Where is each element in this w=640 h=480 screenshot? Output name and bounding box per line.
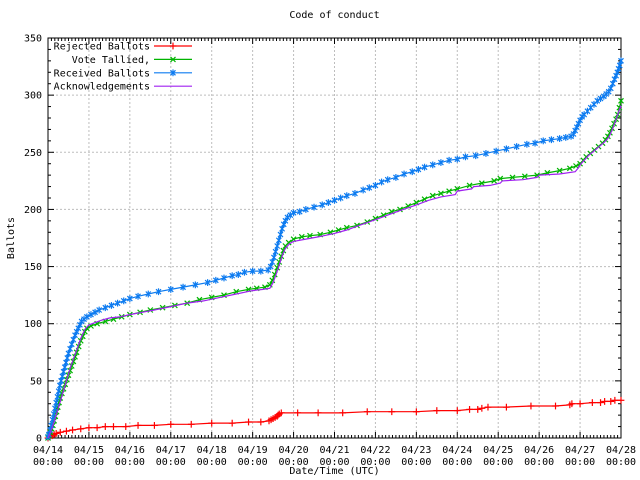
- x-tick-date-label: 04/27: [565, 445, 595, 456]
- legend-sample-vote-tallied: [154, 56, 192, 63]
- axis-tick-labels: 04/1400:0004/1500:0004/1600:0004/1700:00…: [24, 34, 636, 469]
- x-tick-date-label: 04/22: [360, 445, 390, 456]
- x-tick-time-label: 00:00: [238, 457, 268, 468]
- legend-row-received-ballots: Received Ballots: [54, 68, 192, 79]
- x-tick-date-label: 04/28: [606, 445, 636, 456]
- x-tick-date-label: 04/15: [74, 445, 104, 456]
- x-axis-title: Date/Time (UTC): [289, 466, 379, 477]
- x-tick-time-label: 00:00: [483, 457, 513, 468]
- y-tick-label: 0: [36, 434, 42, 445]
- series-received-ballots: [45, 57, 624, 441]
- x-tick-date-label: 04/25: [483, 445, 513, 456]
- y-tick-label: 300: [24, 91, 42, 102]
- legend-label-vote-tallied: Vote Tallied,: [72, 55, 150, 66]
- x-tick-time-label: 00:00: [360, 457, 390, 468]
- x-tick-date-label: 04/18: [197, 445, 227, 456]
- y-tick-label: 350: [24, 34, 42, 45]
- y-tick-label: 150: [24, 262, 42, 273]
- x-tick-date-label: 04/19: [238, 445, 268, 456]
- legend-sample-received-ballots: [154, 69, 192, 77]
- x-tick-date-label: 04/23: [401, 445, 431, 456]
- y-tick-label: 50: [30, 376, 42, 387]
- y-axis-title: Ballots: [6, 217, 17, 259]
- legend-row-vote-tallied: Vote Tallied,: [72, 55, 192, 66]
- axis-ticks: [47, 37, 622, 439]
- chart-title: Code of conduct: [289, 10, 379, 21]
- series-acknowledgements: [47, 105, 622, 439]
- x-tick-time-label: 00:00: [33, 457, 63, 468]
- x-tick-time-label: 00:00: [524, 457, 554, 468]
- x-tick-time-label: 00:00: [606, 457, 636, 468]
- x-tick-date-label: 04/17: [156, 445, 186, 456]
- legend-row-rejected-ballots: Rejected Ballots: [54, 42, 192, 53]
- x-tick-time-label: 00:00: [319, 457, 349, 468]
- legend: Rejected Ballots Vote Tallied, Received Ba…: [54, 42, 192, 93]
- series-line: [47, 105, 622, 439]
- x-tick-time-label: 00:00: [565, 457, 595, 468]
- x-tick-date-label: 04/24: [442, 445, 472, 456]
- series-line: [47, 100, 622, 439]
- legend-sample-rejected-ballots: [154, 42, 192, 50]
- x-tick-time-label: 00:00: [115, 457, 145, 468]
- x-tick-time-label: 00:00: [401, 457, 431, 468]
- x-tick-date-label: 04/20: [279, 445, 309, 456]
- x-tick-time-label: 00:00: [74, 457, 104, 468]
- x-tick-date-label: 04/21: [319, 445, 349, 456]
- x-tick-date-label: 04/26: [524, 445, 554, 456]
- x-tick-date-label: 04/16: [115, 445, 145, 456]
- x-tick-time-label: 00:00: [442, 457, 472, 468]
- x-tick-time-label: 00:00: [197, 457, 227, 468]
- y-tick-label: 250: [24, 148, 42, 159]
- legend-label-acknowledgements: Acknowledgements: [54, 82, 150, 93]
- series-markers: [45, 57, 624, 441]
- x-tick-time-label: 00:00: [279, 457, 309, 468]
- y-tick-label: 200: [24, 205, 42, 216]
- x-tick-date-label: 04/14: [33, 445, 63, 456]
- y-tick-label: 100: [24, 319, 42, 330]
- legend-row-acknowledgements: Acknowledgements: [54, 82, 192, 93]
- legend-label-received-ballots: Received Ballots: [54, 68, 150, 79]
- grid: [48, 38, 621, 438]
- x-tick-time-label: 00:00: [156, 457, 186, 468]
- legend-label-rejected-ballots: Rejected Ballots: [54, 42, 150, 53]
